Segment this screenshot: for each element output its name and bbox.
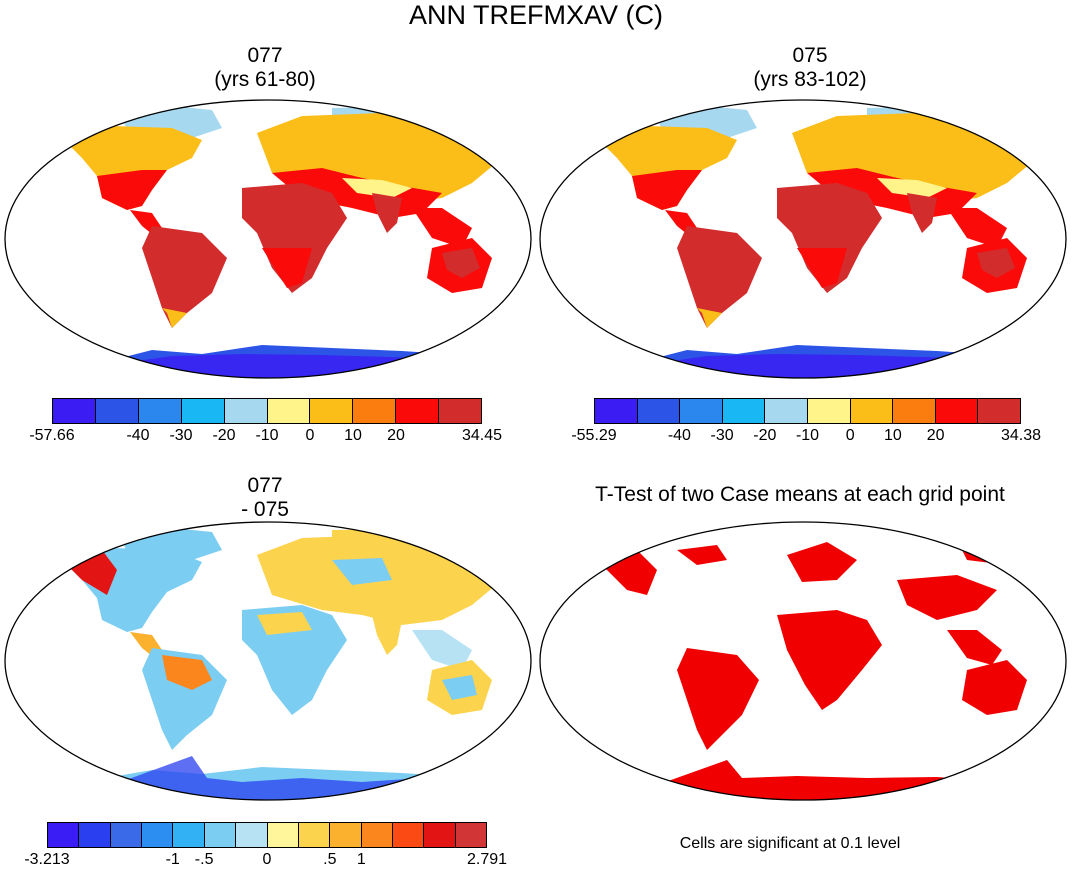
colorbar-label: -10: [255, 427, 279, 444]
colorbar-label: -40: [667, 427, 691, 444]
colorbar-label: -1: [165, 851, 180, 868]
colorbar-swatch: [978, 399, 1020, 423]
map-ttest-significance: [537, 520, 1069, 802]
colorbar-label: 20: [926, 427, 945, 444]
colorbar-swatch: [138, 399, 182, 423]
colorbar-boxes: [594, 398, 1021, 424]
colorbar-swatch: [310, 399, 354, 423]
colorbar-label: -.5: [194, 851, 214, 868]
panel-title-case-077: 077 (yrs 61-80): [135, 44, 395, 92]
colorbar-swatch: [79, 823, 111, 847]
panel-title-line1: 077: [247, 474, 283, 497]
map-difference: [2, 520, 534, 802]
colorbar-swatch: [850, 399, 894, 423]
colorbar-swatch: [204, 823, 237, 847]
panel-title-ttest: T-Test of two Case means at each grid po…: [595, 483, 1005, 506]
colorbar-case-075: -55.29 -40 -30 -20 -10 0 10 20 34.38: [571, 398, 1041, 444]
colorbar-swatch: [48, 823, 80, 847]
colorbar-swatch: [142, 823, 174, 847]
colorbar-swatch: [110, 823, 143, 847]
colorbar-label: 34.38: [1000, 427, 1042, 444]
colorbar-label: -20: [212, 427, 236, 444]
colorbar-label: 0: [305, 427, 315, 444]
colorbar-labels: -3.213 -1 -.5 0 .5 1 2.791: [24, 848, 507, 868]
colorbar-label: 0: [845, 427, 855, 444]
colorbar-label: 0: [262, 851, 272, 868]
colorbar-difference: -3.213 -1 -.5 0 .5 1 2.791: [24, 822, 507, 868]
colorbar-swatch: [361, 823, 393, 847]
panel-title-line2: (yrs 83-102): [753, 68, 867, 91]
colorbar-labels: -55.29 -40 -30 -20 -10 0 10 20 34.38: [571, 424, 1041, 444]
colorbar-label: -30: [169, 427, 193, 444]
colorbar-swatch: [224, 399, 268, 423]
colorbar-label: -20: [753, 427, 777, 444]
colorbar-swatch: [807, 399, 851, 423]
colorbar-swatch: [267, 823, 299, 847]
map-case-077: [2, 98, 534, 380]
colorbar-label: -10: [795, 427, 820, 444]
colorbar-swatch: [53, 399, 96, 423]
colorbar-swatch: [267, 399, 311, 423]
colorbar-swatch: [353, 399, 397, 423]
colorbar-swatch: [722, 399, 766, 423]
colorbar-labels: -57.66 -40 -30 -20 -10 0 10 20 34.45: [29, 424, 502, 444]
colorbar-swatch: [765, 399, 808, 423]
colorbar-swatch: [298, 823, 331, 847]
panel-title-line1: 075: [792, 44, 828, 67]
panel-title-case-075: 075 (yrs 83-102): [680, 44, 940, 92]
colorbar-label: .5: [323, 851, 337, 868]
colorbar-label: 10: [883, 427, 902, 444]
panel-title-line1: 077: [247, 44, 283, 67]
colorbar-swatch: [236, 823, 268, 847]
colorbar-swatch: [595, 399, 638, 423]
colorbar-swatch: [95, 399, 139, 423]
panel-title-line2: (yrs 61-80): [214, 68, 316, 91]
colorbar-swatch: [181, 399, 225, 423]
colorbar-swatch: [330, 823, 362, 847]
colorbar-label: 1: [356, 851, 366, 868]
map-case-075: [537, 98, 1069, 380]
colorbar-label: 10: [344, 427, 362, 444]
colorbar-label: 20: [387, 427, 405, 444]
colorbar-label: -55.29: [571, 427, 617, 444]
colorbar-label: -40: [126, 427, 150, 444]
colorbar-swatch: [439, 399, 482, 423]
colorbar-swatch: [424, 823, 456, 847]
colorbar-label: -3.213: [24, 851, 70, 868]
panel-title-line2: - 075: [241, 498, 289, 521]
significance-footnote: Cells are significant at 0.1 level: [679, 835, 901, 852]
colorbar-swatch: [893, 399, 936, 423]
colorbar-swatch: [173, 823, 205, 847]
colorbar-swatch: [396, 399, 440, 423]
colorbar-swatch: [455, 823, 487, 847]
figure-title: ANN TREFMXAV (C): [408, 0, 663, 30]
panel-title-difference: 077 - 075: [135, 474, 395, 522]
colorbar-label: 34.45: [461, 427, 503, 444]
colorbar-label: -30: [710, 427, 734, 444]
colorbar-label: 2.791: [466, 851, 508, 868]
colorbar-swatch: [392, 823, 425, 847]
colorbar-boxes: [52, 398, 482, 424]
colorbar-case-077: -57.66 -40 -30 -20 -10 0 10 20 34.45: [29, 398, 502, 444]
colorbar-swatch: [935, 399, 979, 423]
colorbar-swatch: [680, 399, 723, 423]
colorbar-label: -57.66: [29, 427, 75, 444]
colorbar-swatch: [637, 399, 681, 423]
colorbar-boxes: [47, 822, 487, 848]
